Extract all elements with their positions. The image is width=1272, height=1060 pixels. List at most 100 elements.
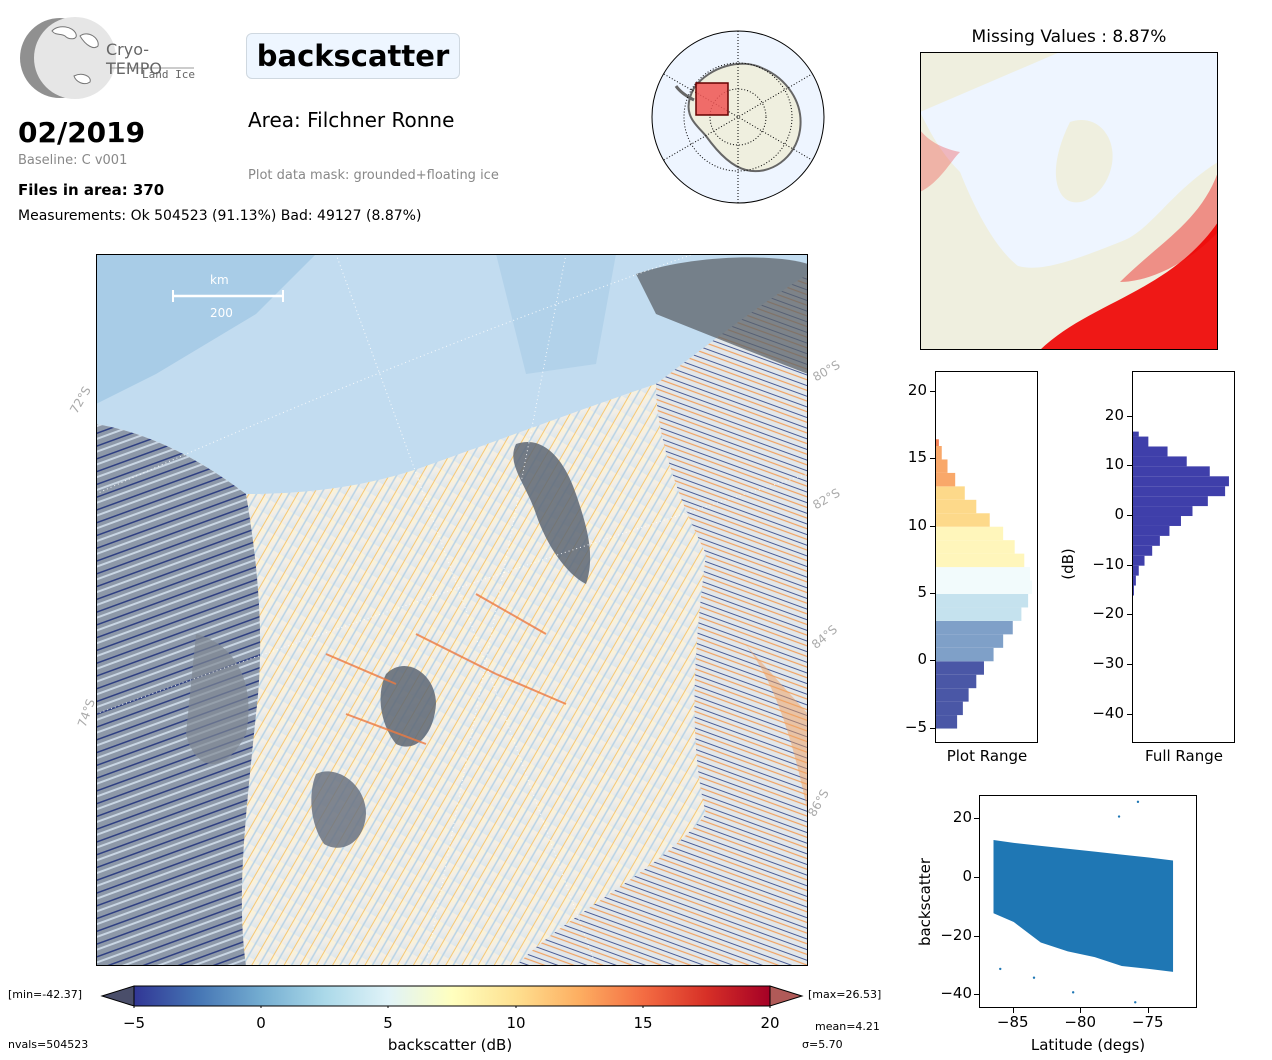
plot-range-bar: [936, 661, 984, 675]
plot-range-bar: [936, 553, 1025, 568]
plot-range-bar: [936, 499, 977, 514]
scatter-ytick-mark: [974, 994, 979, 996]
scatter-axes: [979, 795, 1197, 1008]
files-label: Files in area: 370: [18, 181, 165, 199]
min-label: [min=-42.37]: [8, 988, 83, 1001]
cbar-tick-15: 15: [633, 1014, 653, 1032]
scatter-xtick: −80: [1064, 1013, 1097, 1031]
max-label: [max=26.53]: [808, 988, 882, 1001]
scatter-ytick: 20: [952, 808, 972, 827]
full-range-bar: [1133, 585, 1134, 596]
full-range-axes: [1132, 371, 1235, 743]
full-range-bar: [1133, 496, 1208, 507]
full-range-bar: [1133, 525, 1170, 536]
scatter-ytick: −20: [940, 925, 972, 944]
cbar-tick-m5: −5: [122, 1014, 146, 1032]
baseline-label: Baseline: C v001: [18, 153, 128, 168]
scatter-xtick-mark: [1080, 1008, 1082, 1013]
antarctica-locator-map: [651, 30, 825, 204]
logo-moon-icon: [20, 17, 194, 99]
cbar-tick-5: 5: [383, 1014, 393, 1032]
full-range-tick-mark: [1127, 614, 1132, 616]
full-range-ytick: −40: [1092, 703, 1124, 722]
full-range-bar: [1133, 456, 1187, 467]
plot-range-tick-mark: [930, 525, 935, 527]
logo-name: Cryo-TEMPO: [106, 40, 162, 78]
missing-values-map: [920, 52, 1218, 350]
full-range-bar: [1133, 506, 1193, 517]
full-range-tick-mark: [1127, 415, 1132, 417]
cbar-tick-10: 10: [506, 1014, 526, 1032]
full-range-tick-mark: [1127, 515, 1132, 517]
lat-label-80: 80°S: [810, 357, 843, 385]
scale-value: 200: [210, 306, 233, 320]
full-range-bar: [1133, 575, 1136, 586]
scatter-point: [1134, 1001, 1137, 1004]
plot-range-ytick: 10: [907, 515, 927, 534]
full-range-bar: [1133, 535, 1160, 546]
full-range-ytick: 10: [1104, 455, 1124, 474]
mask-label: Plot data mask: grounded+floating ice: [248, 168, 499, 183]
plot-range-bar: [936, 634, 1004, 648]
full-range-ytick: −20: [1092, 604, 1124, 623]
scatter-ytick: −40: [940, 984, 972, 1003]
full-range-bar: [1133, 476, 1229, 487]
logo-subtitle: Land Ice: [142, 68, 195, 81]
full-range-bar: [1133, 466, 1210, 477]
full-range-ylabel: (dB): [1058, 548, 1077, 580]
plot-range-ytick: 0: [917, 650, 927, 669]
plot-range-tick-mark: [930, 458, 935, 460]
cbar-tick-0: 0: [256, 1014, 266, 1032]
plot-range-bar: [936, 647, 994, 662]
scatter-point: [1117, 815, 1121, 818]
measurements-label: Measurements: Ok 504523 (91.13%) Bad: 49…: [18, 208, 422, 224]
area-highlight: [695, 82, 729, 116]
plot-range-bar: [936, 486, 965, 500]
area-label: Area: Filchner Ronne: [248, 108, 455, 132]
date-label: 02/2019: [18, 116, 146, 149]
colorbar: [100, 985, 804, 1008]
mean-label: mean=4.21: [815, 1020, 880, 1033]
plot-range-ytick: 20: [907, 381, 927, 400]
lat-label-84: 84°S: [808, 622, 841, 652]
plot-range-label: Plot Range: [946, 747, 1028, 765]
scatter-point: [1032, 976, 1036, 979]
plot-range-bar: [936, 439, 939, 446]
missing-values-title: Missing Values : 8.87%: [971, 27, 1167, 47]
plot-range-bar: [936, 607, 1022, 621]
plot-range-bar: [936, 620, 1013, 635]
full-range-bar: [1133, 436, 1149, 447]
scatter-point: [1071, 991, 1075, 994]
plot-range-bar: [936, 459, 948, 473]
scatter-point: [1136, 800, 1140, 804]
lat-label-86: 86°S: [805, 786, 832, 820]
colorbar-label: backscatter (dB): [387, 1036, 513, 1054]
scatter-xtick-mark: [1147, 1008, 1149, 1013]
plot-range-ytick: −5: [904, 717, 927, 736]
full-range-tick-mark: [1127, 664, 1132, 666]
plot-range-bar: [936, 715, 958, 729]
plot-range-tick-mark: [930, 727, 935, 729]
nvals-label: nvals=504523: [8, 1038, 89, 1051]
plot-range-bar: [936, 526, 1004, 541]
plot-range-tick-mark: [930, 660, 935, 662]
plot-range-bar: [936, 701, 963, 716]
scatter-point-cloud: [993, 839, 1174, 972]
full-range-bar: [1133, 486, 1226, 497]
parameter-title: backscatter: [246, 33, 460, 79]
lat-label-72: 72°S: [67, 383, 94, 417]
cbar-tick-20: 20: [760, 1014, 780, 1032]
plot-range-bar: [936, 580, 1032, 594]
plot-range-bar: [936, 594, 1029, 608]
full-range-bar: [1133, 555, 1145, 566]
plot-range-ytick: 15: [907, 448, 927, 467]
sigma-label: σ=5.70: [802, 1038, 843, 1051]
full-range-histogram: [1133, 431, 1229, 596]
scatter-point: [999, 967, 1002, 971]
full-range-tick-mark: [1127, 465, 1132, 467]
plot-range-ytick: 5: [917, 583, 927, 601]
scatter-xtick-mark: [1012, 1008, 1014, 1013]
full-range-bar: [1133, 545, 1153, 556]
full-range-bar: [1133, 516, 1181, 526]
plot-range-tick-mark: [930, 391, 935, 393]
